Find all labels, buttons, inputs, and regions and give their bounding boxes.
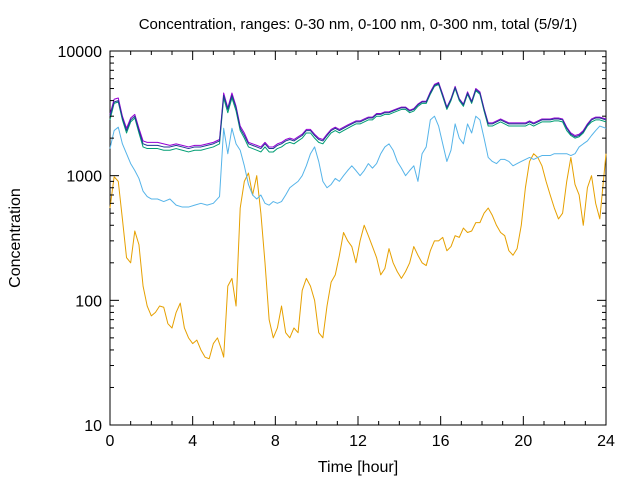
y-tick-label: 10000 (58, 44, 103, 61)
axis-ticks: 0 4 8 12 16 20 24 10 100 1000 10000 (58, 44, 616, 450)
y-tick-label: 100 (75, 293, 102, 310)
y-tick-label: 1000 (66, 169, 102, 186)
series-line-4 (109, 81, 607, 148)
x-tick-label: 4 (188, 433, 197, 450)
y-tick-label: 10 (84, 418, 102, 435)
x-tick-label: 20 (514, 433, 532, 450)
series-line-1 (109, 153, 607, 360)
x-tick-label: 0 (106, 433, 115, 450)
x-tick-label: 8 (271, 433, 280, 450)
x-tick-label: 24 (597, 433, 615, 450)
x-axis-label: Time [hour] (318, 459, 398, 476)
series-line-5 (109, 82, 607, 150)
x-tick-label: 16 (432, 433, 450, 450)
x-tick-label: 12 (349, 433, 367, 450)
y-axis-label: Concentration (7, 188, 24, 288)
series-line-3 (109, 83, 607, 153)
series-layer (109, 81, 607, 360)
series-line-2 (109, 115, 607, 208)
chart-title: Concentration, ranges: 0-30 nm, 0-100 nm… (139, 16, 578, 33)
plot-frame (109, 50, 607, 426)
